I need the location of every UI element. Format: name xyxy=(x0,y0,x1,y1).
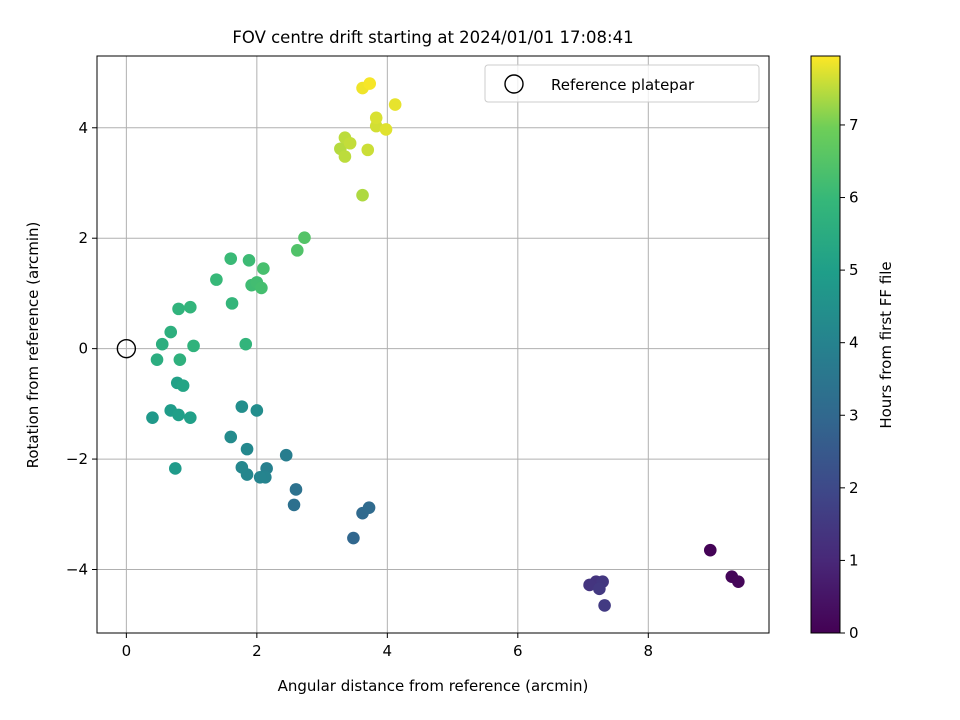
data-point xyxy=(388,98,402,111)
colorbar-tick-label: 2 xyxy=(849,479,859,497)
reference-marker xyxy=(116,338,137,359)
data-point xyxy=(183,411,197,424)
data-point xyxy=(240,442,254,456)
data-point xyxy=(379,123,393,136)
colorbar-label: Hours from first FF file xyxy=(877,261,895,428)
y-axis-label: Rotation from reference (arcmin) xyxy=(24,222,42,469)
data-point xyxy=(253,470,267,484)
data-point xyxy=(361,143,375,157)
colorbar-tick-label: 5 xyxy=(849,261,859,279)
y-tick-label: −2 xyxy=(66,450,88,468)
data-point xyxy=(363,77,377,90)
data-point xyxy=(210,273,223,286)
data-point xyxy=(290,244,304,257)
data-point xyxy=(289,483,303,496)
data-point xyxy=(583,578,596,592)
data-point xyxy=(224,252,238,265)
data-point xyxy=(242,253,256,267)
y-tick-label: 4 xyxy=(78,119,88,137)
data-point xyxy=(703,543,717,557)
plot-area: 0 2 4 6 8 −4 −2 0 2 4 xyxy=(66,55,770,660)
colorbar-tick-label: 3 xyxy=(849,406,859,424)
data-point xyxy=(235,461,249,474)
plot-frame xyxy=(96,55,770,634)
data-point xyxy=(168,462,182,475)
data-point xyxy=(250,404,264,417)
data-point xyxy=(593,582,606,596)
data-point xyxy=(287,498,301,512)
data-point xyxy=(257,262,270,275)
data-point xyxy=(338,150,352,163)
legend: Reference platepar xyxy=(484,64,760,103)
chart-title: FOV centre drift starting at 2024/01/01 … xyxy=(232,28,633,47)
data-point xyxy=(173,353,187,366)
grid xyxy=(97,56,769,633)
data-point xyxy=(362,501,376,514)
y-axis-ticks: −4 −2 0 2 4 xyxy=(66,119,97,579)
colorbar-tick-label: 1 xyxy=(849,551,859,569)
data-point xyxy=(279,448,293,462)
data-point xyxy=(224,430,238,444)
data-point xyxy=(183,300,197,314)
data-point xyxy=(155,337,169,351)
data-point xyxy=(347,531,360,545)
x-tick-label: 4 xyxy=(383,642,393,660)
colorbar-tick-label: 7 xyxy=(849,116,859,134)
scatter-points xyxy=(146,77,745,612)
colorbar-ticks: 0 1 2 3 4 5 6 7 xyxy=(840,116,859,642)
y-tick-label: −4 xyxy=(66,561,88,579)
colorbar-tick-label: 6 xyxy=(849,189,859,207)
colorbar: 0 1 2 3 4 5 6 7 Hours from first FF file xyxy=(810,55,895,642)
data-point xyxy=(176,379,190,392)
data-point xyxy=(343,136,357,150)
data-point xyxy=(235,400,249,413)
data-point xyxy=(369,111,383,125)
x-tick-label: 6 xyxy=(513,642,523,660)
x-tick-label: 0 xyxy=(122,642,132,660)
legend-box xyxy=(484,64,760,103)
legend-label: Reference platepar xyxy=(551,76,695,94)
y-tick-label: 0 xyxy=(78,340,88,358)
colorbar-tick-label: 0 xyxy=(849,624,859,642)
x-tick-label: 2 xyxy=(252,642,262,660)
data-point xyxy=(172,408,185,422)
data-point xyxy=(187,339,200,353)
x-axis-ticks: 0 2 4 6 8 xyxy=(122,633,653,660)
y-tick-label: 2 xyxy=(78,229,88,247)
data-point xyxy=(164,325,178,339)
data-point xyxy=(150,353,164,366)
data-point xyxy=(146,411,159,424)
data-point xyxy=(172,302,185,316)
data-point xyxy=(732,575,745,588)
data-point xyxy=(239,337,253,351)
data-point xyxy=(225,297,239,310)
data-point xyxy=(598,599,611,612)
x-axis-label: Angular distance from reference (arcmin) xyxy=(278,677,589,695)
data-point xyxy=(356,188,369,202)
x-tick-label: 8 xyxy=(644,642,654,660)
legend-marker xyxy=(504,74,524,94)
colorbar-gradient xyxy=(810,55,841,634)
data-point xyxy=(298,231,311,244)
colorbar-tick-label: 4 xyxy=(849,334,859,352)
data-point xyxy=(255,281,268,295)
plot-background xyxy=(97,56,769,633)
